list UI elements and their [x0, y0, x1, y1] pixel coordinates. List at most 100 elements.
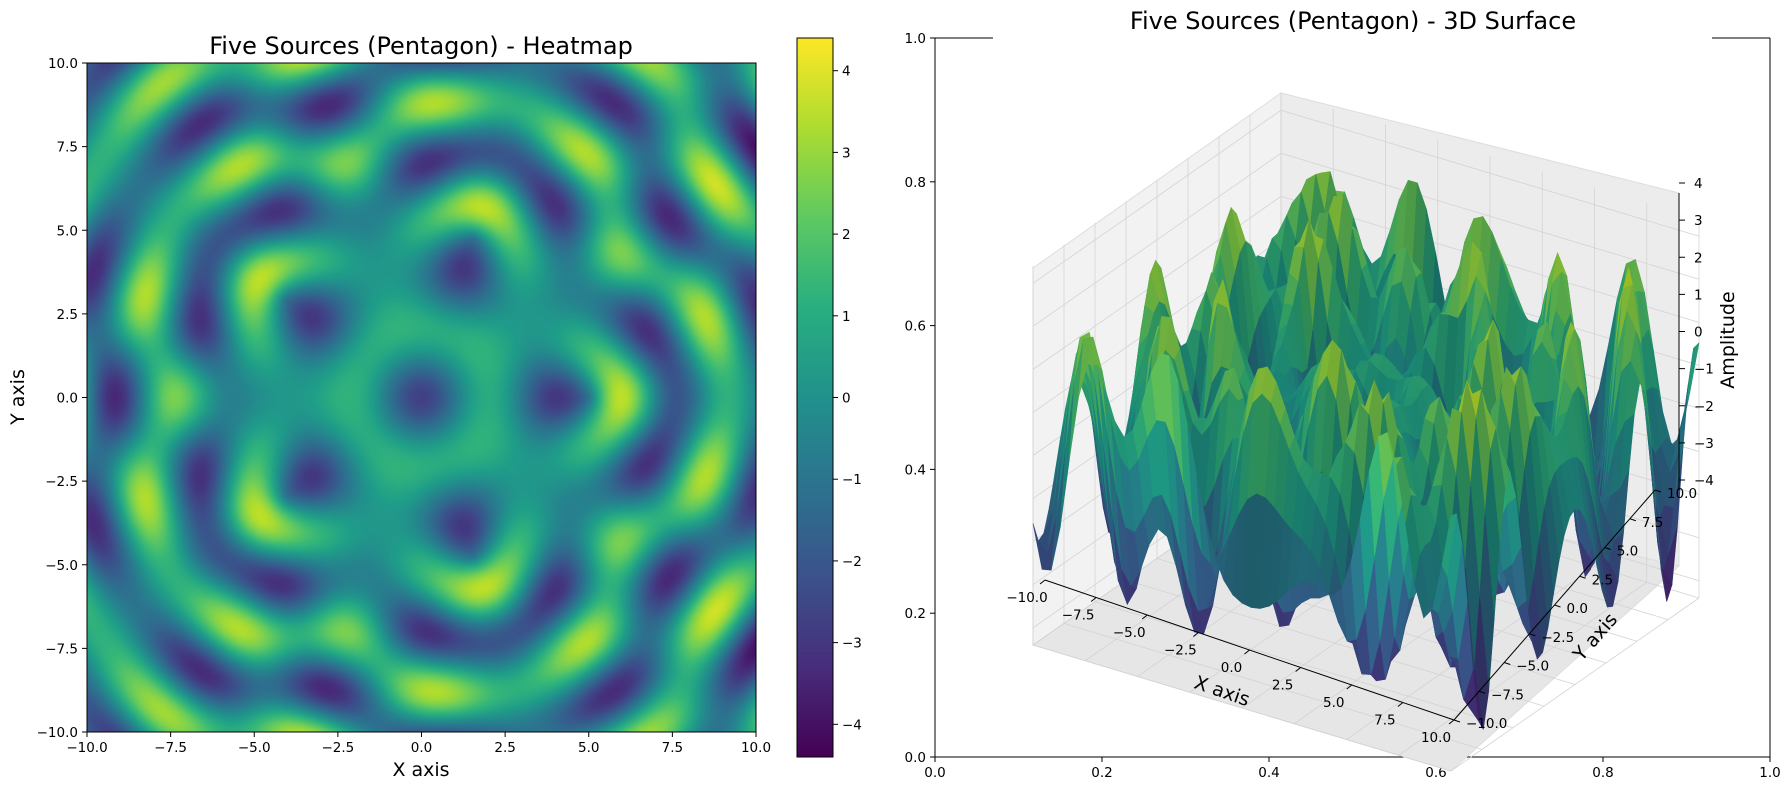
- surface-title: Five Sources (Pentagon) - 3D Surface: [1130, 7, 1576, 35]
- bg-x-tick-label: 0.0: [924, 765, 945, 781]
- colorbar-tick-label: −2: [842, 554, 862, 570]
- x-axis-tick: [1295, 667, 1301, 672]
- z-axis-tick-label: 3: [1694, 213, 1703, 229]
- surface-z-label: Amplitude: [1717, 291, 1739, 388]
- z-axis-ticks: −4 −3 −2 −1 0 1 2 3 4: [1679, 176, 1714, 489]
- x-axis-tick: [1039, 579, 1046, 585]
- pane-gridline: [1032, 152, 1282, 327]
- y-axis-tick: [1504, 662, 1511, 665]
- heatmap-title: Five Sources (Pentagon) - Heatmap: [209, 32, 633, 60]
- pane-gridline: [1280, 152, 1700, 280]
- x-axis-tick: [1090, 597, 1097, 602]
- colorbar-tick-label: 2: [842, 227, 851, 243]
- y-axis-ticks: −10.0 −7.5 −5.0 −2.5 0.02.55.07.510.0: [1453, 486, 1697, 732]
- heatmap-image: [87, 63, 756, 732]
- x-axis-tick-label: 0.0: [1221, 660, 1242, 676]
- heatmap-x-tick-label: 5.0: [578, 740, 599, 756]
- x-axis-tick: [1346, 684, 1353, 690]
- pane-gridline: [1032, 109, 1282, 284]
- bg-x-tick-label: 0.8: [1592, 765, 1613, 781]
- bg-x-ticks: 0.0 0.2 0.4 0.6 0.8 1.0: [924, 757, 1781, 781]
- y-axis-tick: [1554, 604, 1561, 608]
- pane-gridline: [1280, 109, 1700, 237]
- y-axis-tick: [1529, 633, 1536, 637]
- x-axis-tick: [1244, 649, 1250, 655]
- bg-y-tick-label: 1.0: [905, 31, 926, 47]
- heatmap-x-tick-label: −2.5: [321, 740, 354, 756]
- heatmap-x-tick-label: 0.0: [411, 740, 432, 756]
- y-axis-tick-label: 0.0: [1567, 601, 1588, 617]
- heatmap-x-tick-label: −5.0: [238, 740, 271, 756]
- heatmap-y-label: Y axis: [7, 369, 29, 426]
- heatmap-panel: Five Sources (Pentagon) - Heatmap −10.0−…: [7, 32, 771, 781]
- x-axis-tick-label: 7.5: [1374, 713, 1395, 729]
- heatmap-y-tick-label: −5.0: [45, 558, 78, 574]
- colorbar-gradient: [797, 38, 833, 757]
- y-axis-tick-label: 2.5: [1592, 572, 1613, 588]
- y-axis-tick-label: −7.5: [1491, 687, 1524, 703]
- x-axis-tick: [1193, 632, 1199, 637]
- x-axis-tick-label: −2.5: [1164, 643, 1197, 659]
- background-axes: 0.0 0.2 0.4 0.6 0.8 1.0 0.0 0.2 0.4 0.6 0.8 1.0: [905, 31, 1781, 781]
- heatmap-y-tick-label: −10.0: [37, 725, 78, 741]
- bg-x-tick-label: 1.0: [1759, 765, 1780, 781]
- heatmap-x-tick-label: −10.0: [66, 740, 107, 756]
- surface-mesh: [1032, 171, 1700, 730]
- pane-gridline: [1450, 597, 1700, 772]
- colorbar-tick-label: 4: [842, 64, 851, 80]
- z-axis-tick-label: 4: [1694, 176, 1703, 192]
- colorbar-tick-label: −3: [842, 636, 862, 652]
- x-axis-tick-label: 2.5: [1272, 678, 1293, 694]
- bg-y-tick-label: 0.6: [905, 319, 926, 335]
- y-axis-tick-label: 7.5: [1642, 515, 1663, 531]
- z-axis-tick-label: 2: [1694, 250, 1703, 266]
- colorbar-tick-label: 0: [842, 391, 851, 407]
- heatmap-y-tick-label: 2.5: [57, 307, 78, 323]
- x-axis-tick: [1448, 719, 1455, 725]
- x-axis-tick-label: −7.5: [1062, 608, 1095, 624]
- colorbar-tick-label: −4: [842, 717, 862, 733]
- y-axis-tick-label: 5.0: [1617, 544, 1638, 560]
- y-axis-tick: [1453, 719, 1461, 723]
- y-axis-tick: [1579, 575, 1586, 579]
- x-axis-tick: [1141, 614, 1148, 620]
- y-axis-tick: [1629, 518, 1637, 522]
- z-axis-tick-label: 0: [1694, 325, 1703, 341]
- x-axis-tick-label: 10.0: [1421, 730, 1451, 746]
- bg-x-tick-label: 0.4: [1258, 765, 1279, 781]
- y-axis-tick: [1604, 547, 1611, 550]
- bg-y-tick-label: 0.4: [905, 462, 926, 478]
- colorbar-tick-label: 3: [842, 145, 851, 161]
- heatmap-y-tick-label: −7.5: [45, 641, 78, 657]
- bg-x-tick-label: 0.2: [1091, 765, 1112, 781]
- x-axis-tick-label: −10.0: [1006, 590, 1047, 606]
- z-axis-tick-label: −2: [1694, 399, 1714, 415]
- heatmap-x-tick-label: 2.5: [494, 740, 515, 756]
- heatmap-y-ticks: −10.0 −7.5 −5.0 −2.5 0.0 2.5 5.0 7.5 10.0: [37, 56, 87, 741]
- heatmap-y-tick-label: −2.5: [45, 474, 78, 490]
- bg-y-tick-label: 0.2: [905, 606, 926, 622]
- heatmap-x-ticks: −10.0 −7.5 −5.0 −2.5 0.0 2.5 5.0 7.5 10.0: [66, 732, 771, 756]
- x-axis-tick: [1397, 702, 1404, 707]
- bg-x-tick-label: 0.6: [1425, 765, 1446, 781]
- colorbar-ticks: −4 −3 −2 −1 0 1 2 3 4: [833, 64, 862, 733]
- colorbar-tick-label: −1: [842, 472, 862, 488]
- x-axis-ticks: −10.0 −7.5 −5.0 −2.5 0.0 2.5 5.0 7.5 10.0: [1006, 579, 1455, 746]
- pane-gridline: [1398, 581, 1647, 756]
- y-axis-tick-label: −5.0: [1516, 659, 1549, 675]
- y-axis-tick-label: −10.0: [1466, 716, 1507, 732]
- bg-y-tick-label: 0.0: [905, 750, 926, 766]
- colorbar: −4 −3 −2 −1 0 1 2 3 4: [796, 37, 862, 758]
- bg-y-tick-label: 0.8: [905, 175, 926, 191]
- heatmap-y-tick-label: 7.5: [57, 140, 78, 156]
- z-axis-tick-label: −3: [1694, 436, 1714, 452]
- y-axis-tick-label: 10.0: [1667, 486, 1697, 502]
- heatmap-y-tick-label: 0.0: [57, 391, 78, 407]
- x-axis-tick-label: 5.0: [1323, 695, 1344, 711]
- colorbar-tick-label: 1: [842, 309, 851, 325]
- y-axis-tick: [1478, 690, 1486, 694]
- heatmap-x-tick-label: 10.0: [741, 740, 771, 756]
- x-axis-tick-label: −5.0: [1113, 625, 1146, 641]
- y-axis-tick: [1654, 489, 1662, 493]
